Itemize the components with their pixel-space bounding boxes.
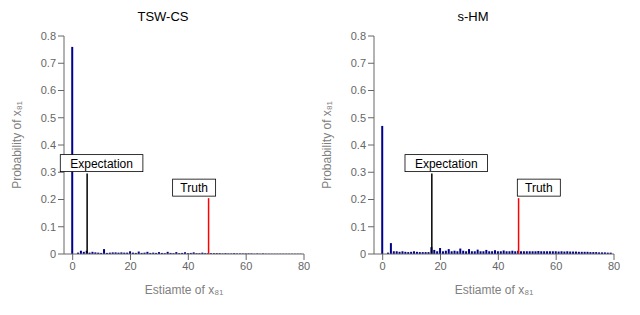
svg-text:0: 0: [380, 260, 386, 272]
svg-text:0.6: 0.6: [41, 84, 56, 96]
svg-text:0.8: 0.8: [351, 30, 366, 42]
svg-text:0.7: 0.7: [351, 57, 366, 69]
svg-text:0: 0: [360, 248, 366, 260]
svg-text:Truth: Truth: [180, 181, 208, 195]
svg-text:0.1: 0.1: [351, 221, 366, 233]
svg-text:Expectation: Expectation: [415, 157, 478, 171]
svg-text:0.3: 0.3: [41, 166, 56, 178]
svg-text:20: 20: [124, 260, 136, 272]
svg-text:80: 80: [298, 260, 310, 272]
svg-text:40: 40: [492, 260, 504, 272]
svg-text:80: 80: [608, 260, 620, 272]
svg-text:Probability of x₈₁: Probability of x₈₁: [320, 101, 334, 189]
svg-text:Estiamte of x₈₁: Estiamte of x₈₁: [455, 283, 533, 297]
svg-text:0.1: 0.1: [41, 221, 56, 233]
svg-text:0.5: 0.5: [41, 112, 56, 124]
svg-text:Truth: Truth: [525, 181, 553, 195]
svg-text:20: 20: [434, 260, 446, 272]
svg-text:Estiamte of x₈₁: Estiamte of x₈₁: [145, 283, 223, 297]
svg-text:0.4: 0.4: [351, 139, 366, 151]
svg-text:60: 60: [550, 260, 562, 272]
svg-text:40: 40: [182, 260, 194, 272]
svg-text:0: 0: [70, 260, 76, 272]
svg-text:0.8: 0.8: [41, 30, 56, 42]
svg-text:0.5: 0.5: [351, 112, 366, 124]
svg-text:Expectation: Expectation: [70, 157, 133, 171]
svg-text:0.3: 0.3: [351, 166, 366, 178]
svg-text:0.4: 0.4: [41, 139, 56, 151]
svg-text:0: 0: [50, 248, 56, 260]
svg-text:0.7: 0.7: [41, 57, 56, 69]
html-text:TSW-CS: TSW-CS: [137, 9, 189, 24]
html-text:s-HM: s-HM: [457, 9, 489, 24]
svg-text:Probability of x₈₁: Probability of x₈₁: [10, 101, 24, 189]
svg-text:60: 60: [240, 260, 252, 272]
svg-text:0.2: 0.2: [41, 193, 56, 205]
svg-text:0.2: 0.2: [351, 193, 366, 205]
svg-text:0.6: 0.6: [351, 84, 366, 96]
